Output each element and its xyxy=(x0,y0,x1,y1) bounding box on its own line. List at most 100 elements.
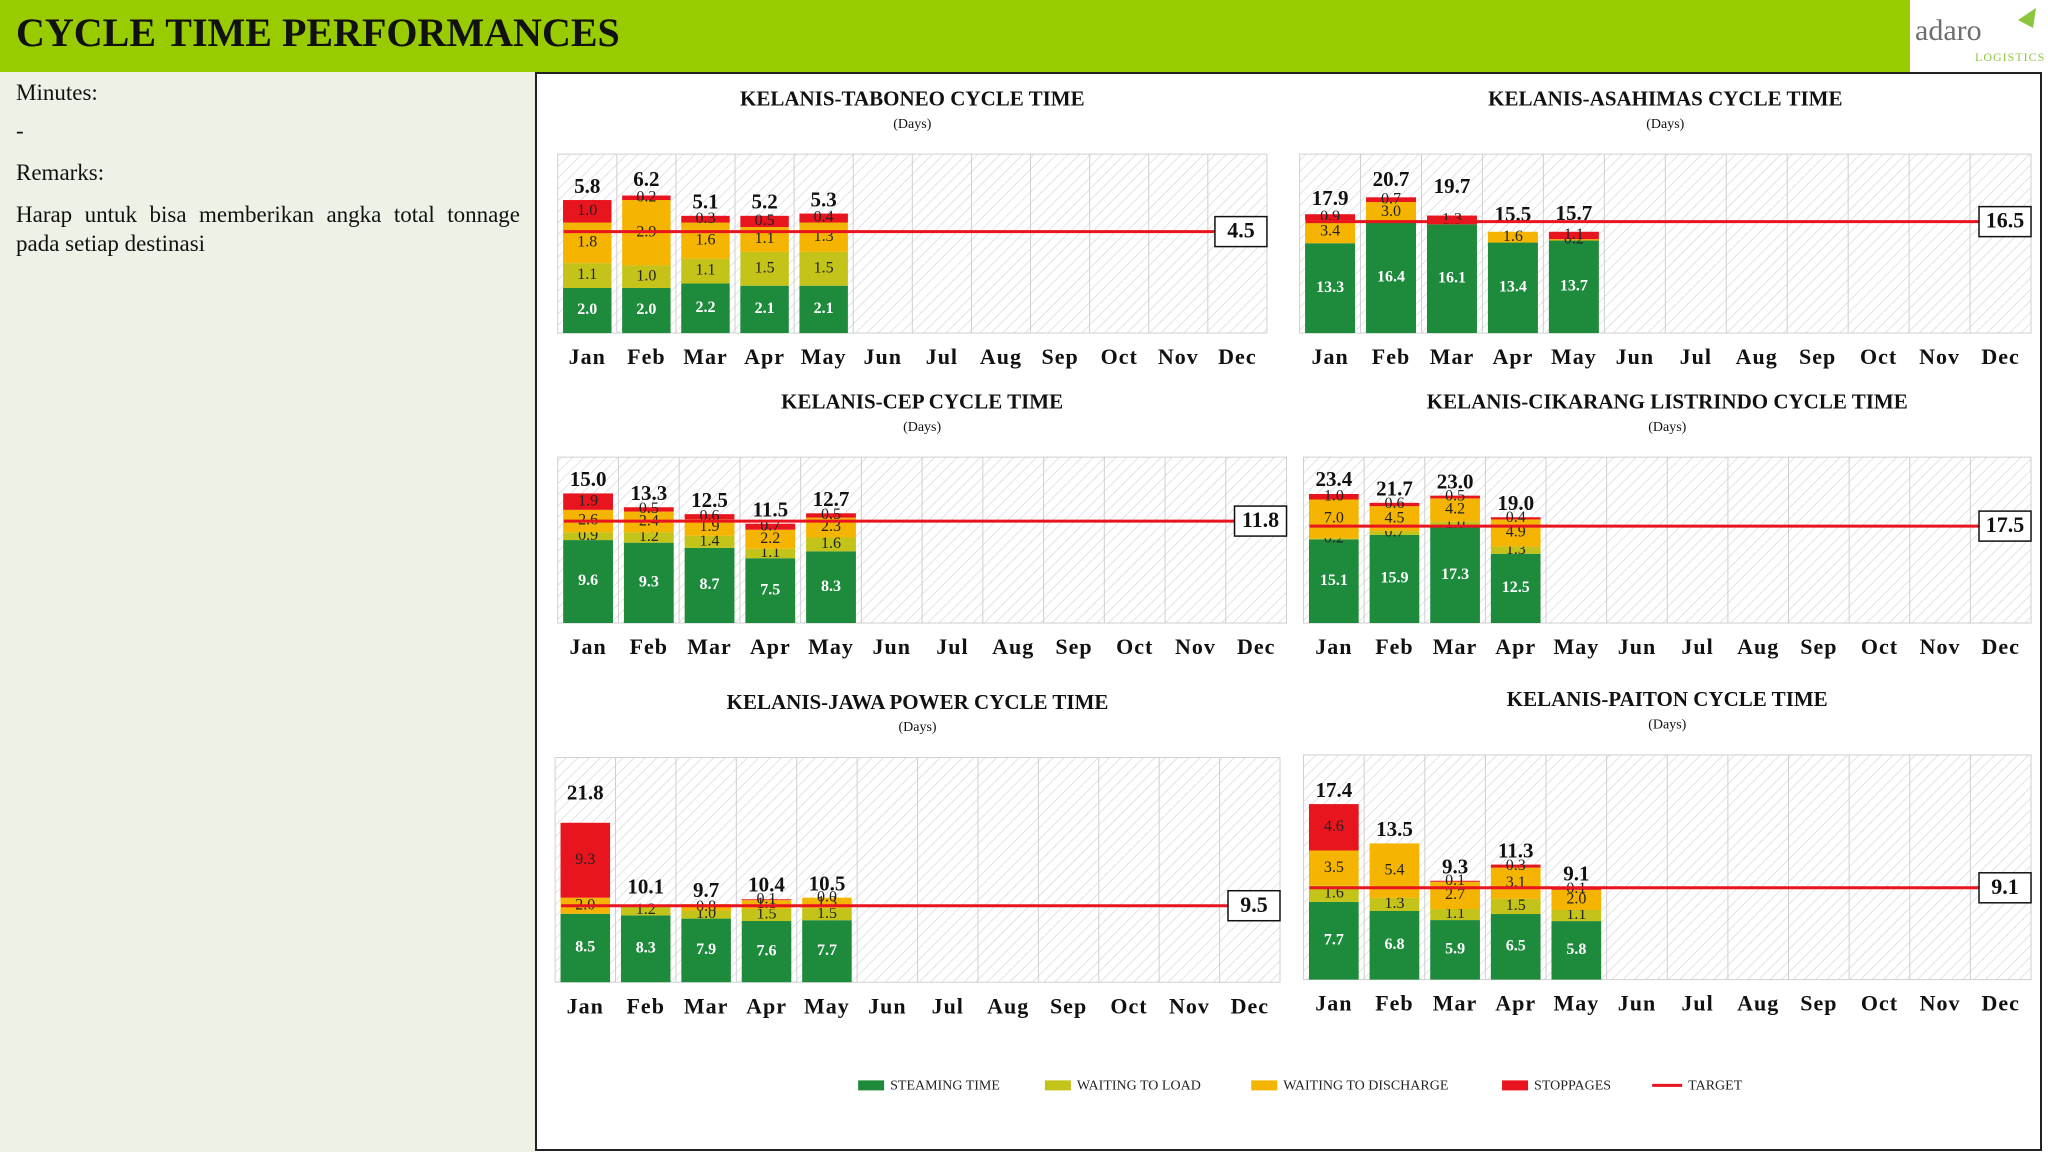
x-tick-label: May xyxy=(801,344,847,369)
segment-label: 4.6 xyxy=(1324,818,1344,835)
x-tick-label: Aug xyxy=(992,634,1034,659)
bar-segment xyxy=(1430,498,1480,522)
segment-label: 6.8 xyxy=(1384,936,1404,953)
segment-label: 1.1 xyxy=(577,266,597,283)
bar-segment xyxy=(681,215,730,223)
segment-label: 0.0 xyxy=(817,888,837,905)
notes-bg xyxy=(0,72,535,1152)
bar-segment xyxy=(681,910,731,919)
x-tick-label: Apr xyxy=(1495,634,1536,659)
segment-label: 1.5 xyxy=(755,259,775,276)
segment-label: 7.6 xyxy=(757,942,777,959)
segment-label: 5.4 xyxy=(1384,861,1404,878)
x-tick-label: Mar xyxy=(1430,344,1475,369)
segment-label: 7.7 xyxy=(1324,931,1344,948)
bar-segment xyxy=(1308,538,1359,540)
chart-subtitle: (Days) xyxy=(903,420,941,435)
x-tick-label: Jul xyxy=(1681,991,1713,1016)
segment-label: 7.0 xyxy=(1324,510,1344,527)
segment-label: 1.6 xyxy=(821,535,841,552)
total-label: 5.2 xyxy=(751,190,777,214)
chart-title: KELANIS-CIKARANG LISTRINDO CYCLE TIME xyxy=(1427,389,1908,413)
total-label: 11.3 xyxy=(1498,838,1534,862)
bar-segment xyxy=(740,215,789,228)
bar-segment xyxy=(620,905,671,916)
bar-segment xyxy=(563,540,613,624)
legend-label: TARGET xyxy=(1688,1079,1743,1094)
segment-label: 2.2 xyxy=(695,299,715,316)
x-tick-label: Oct xyxy=(1116,634,1153,659)
minutes-label: Minutes: xyxy=(16,80,98,105)
bar-segment xyxy=(563,493,613,510)
total-label: 9.7 xyxy=(693,878,719,902)
x-tick-label: May xyxy=(1551,344,1597,369)
bar-segment xyxy=(622,287,671,334)
bar-segment xyxy=(1551,888,1602,890)
bar-segment xyxy=(740,251,789,286)
bar-segment xyxy=(1308,499,1359,539)
total-label: 10.4 xyxy=(748,872,785,896)
legend-label: WAITING TO DISCHARGE xyxy=(1283,1079,1448,1094)
bar-segment xyxy=(623,532,674,543)
x-tick-label: Mar xyxy=(1433,991,1478,1016)
x-tick-label: Jul xyxy=(1681,634,1713,659)
total-label: 21.7 xyxy=(1376,477,1413,501)
logo-sub: LOGISTICS xyxy=(1975,50,2045,64)
total-label: 21.8 xyxy=(567,781,604,805)
segment-label: 9.3 xyxy=(575,851,595,868)
total-label: 23.4 xyxy=(1315,467,1352,491)
segment-label: 7.5 xyxy=(760,581,780,598)
total-label: 10.5 xyxy=(809,871,846,895)
segment-label: 1.5 xyxy=(1506,897,1526,914)
bar-segment xyxy=(1487,242,1538,334)
bar-segment xyxy=(560,913,611,983)
segment-label: 1.3 xyxy=(1384,895,1404,912)
segment-label: 1.1 xyxy=(695,262,715,279)
total-label: 19.0 xyxy=(1497,491,1534,515)
bar-segment xyxy=(1490,546,1541,554)
segment-label: 1.2 xyxy=(639,528,659,545)
bar-segment xyxy=(802,908,852,921)
segment-label: 1.0 xyxy=(577,202,597,219)
target-box xyxy=(1978,205,2032,238)
bar-segment xyxy=(1426,215,1477,225)
bar-segment xyxy=(1430,880,1480,882)
total-label: 13.5 xyxy=(1376,817,1413,841)
bar-segment xyxy=(622,195,671,201)
segment-label: 17.3 xyxy=(1441,566,1469,583)
segment-label: 1.1 xyxy=(755,230,775,247)
chart-subtitle: (Days) xyxy=(1648,420,1686,435)
bar-segment xyxy=(1369,897,1420,912)
total-label: 5.3 xyxy=(811,187,837,211)
total-label: 10.1 xyxy=(627,875,664,899)
target-box xyxy=(1978,872,2032,904)
segment-label: 0.6 xyxy=(1384,495,1404,512)
x-tick-label: May xyxy=(808,634,854,659)
bar-segment xyxy=(1369,531,1420,535)
x-tick-label: Jan xyxy=(569,344,606,369)
x-tick-label: May xyxy=(1553,634,1599,659)
bar-segment xyxy=(1430,881,1480,909)
segment-label: 0.1 xyxy=(757,890,777,907)
segment-label: 1.1 xyxy=(1564,226,1584,243)
bar-segment xyxy=(802,920,852,983)
x-tick-label: Aug xyxy=(980,344,1022,369)
segment-label: 1.9 xyxy=(578,492,598,509)
segment-label: 15.1 xyxy=(1320,572,1348,589)
bar-segment xyxy=(741,908,792,922)
x-tick-label: Nov xyxy=(1920,634,1961,659)
bar-segment xyxy=(740,285,789,334)
segment-label: 0.3 xyxy=(1506,857,1526,874)
bar-segment xyxy=(1369,911,1420,980)
bar-segment xyxy=(745,548,796,559)
segment-label: 13.3 xyxy=(1316,279,1344,296)
remarks-label: Remarks: xyxy=(16,160,105,185)
x-tick-label: Apr xyxy=(750,634,791,659)
bar-segment xyxy=(1369,534,1420,624)
bar-segment xyxy=(806,517,856,538)
segment-label: 0.5 xyxy=(1445,488,1465,505)
bar-segment xyxy=(1430,920,1480,980)
bar-segment xyxy=(681,222,730,259)
